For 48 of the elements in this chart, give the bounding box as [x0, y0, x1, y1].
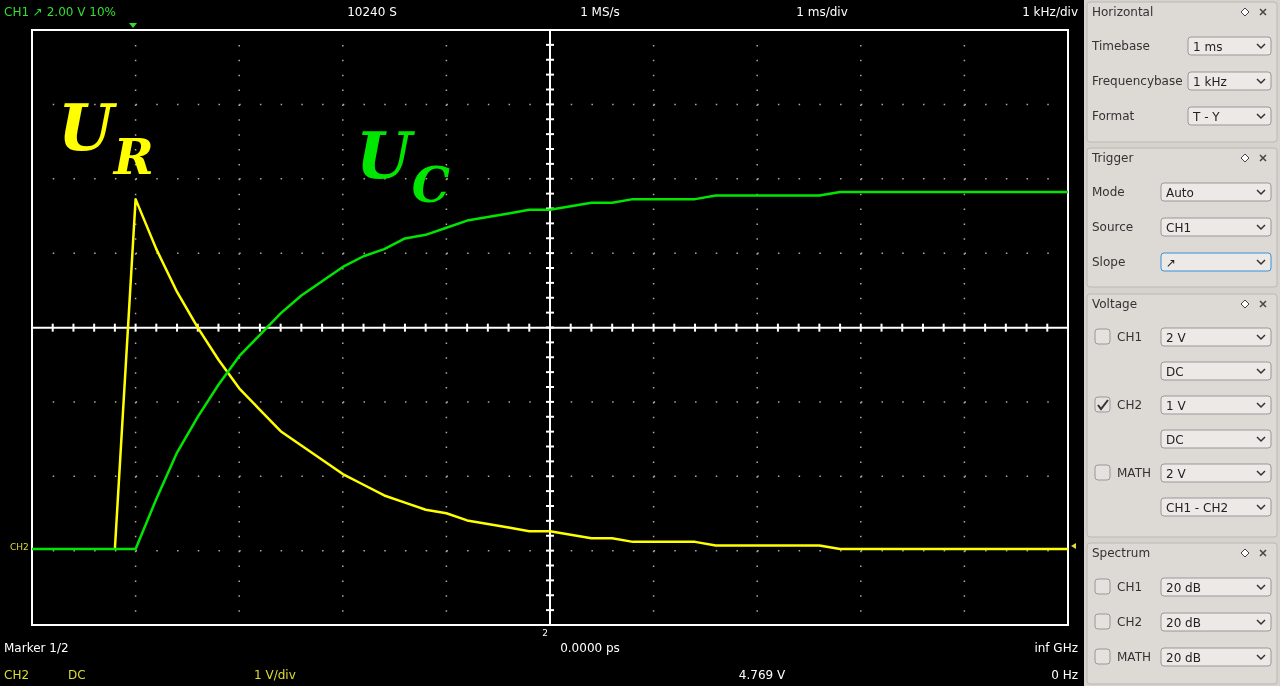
text: Horizontal [1092, 5, 1154, 19]
text: CH2 [1117, 615, 1143, 629]
text: Mode [1092, 185, 1125, 199]
series-label: U$_{R}$ [58, 90, 154, 185]
text: T - Y [1192, 109, 1221, 124]
text: ↗ [1166, 255, 1177, 270]
text: DC [1166, 432, 1184, 447]
text: Trigger [1091, 151, 1134, 165]
text: CH1 [1166, 220, 1192, 235]
text: 1 V [1166, 398, 1187, 413]
text: CH1 - CH2 [1166, 500, 1229, 515]
text: CH1 [1117, 330, 1143, 344]
text: 1 kHz [1193, 74, 1227, 89]
text: 0 Hz [1051, 668, 1078, 682]
text: Marker 1/2 [4, 641, 69, 655]
text: Timebase [1091, 39, 1150, 53]
text: Source [1092, 220, 1134, 234]
text: CH1 [1117, 580, 1143, 594]
text: 1 kHz/div [1022, 5, 1078, 19]
text: 20 dB [1166, 615, 1201, 630]
series-label: U$_{C}$ [356, 118, 451, 213]
text: Voltage [1092, 297, 1138, 311]
text: Spectrum [1092, 546, 1151, 560]
text: 0.0000 ps [560, 641, 620, 655]
text: inf GHz [1034, 641, 1078, 655]
text: 2 [542, 628, 548, 638]
text: 1 MS/s [580, 5, 620, 19]
text: 2 V [1166, 466, 1187, 481]
text: CH2 [1117, 398, 1143, 412]
text: 1 ms/div [796, 5, 848, 19]
text: 4.769 V [738, 668, 786, 682]
text: DC [1166, 364, 1184, 379]
text: 10240 S [347, 5, 397, 19]
text: MATH [1117, 466, 1151, 480]
text: 1 V/div [254, 668, 296, 682]
text: MATH [1117, 650, 1151, 664]
text: 1 ms [1193, 39, 1223, 54]
text: 20 dB [1166, 580, 1201, 595]
text: Format [1092, 109, 1135, 123]
text: Frequencybase [1092, 74, 1183, 88]
text: 2 V [1166, 330, 1187, 345]
text: CH2 [10, 542, 29, 552]
text: 20 dB [1166, 650, 1201, 665]
text: DC [68, 668, 86, 682]
text: CH2 [4, 668, 30, 682]
text: CH1 ↗ 2.00 V 10% [4, 5, 116, 19]
text: Auto [1166, 185, 1194, 200]
text: Slope [1092, 255, 1126, 269]
